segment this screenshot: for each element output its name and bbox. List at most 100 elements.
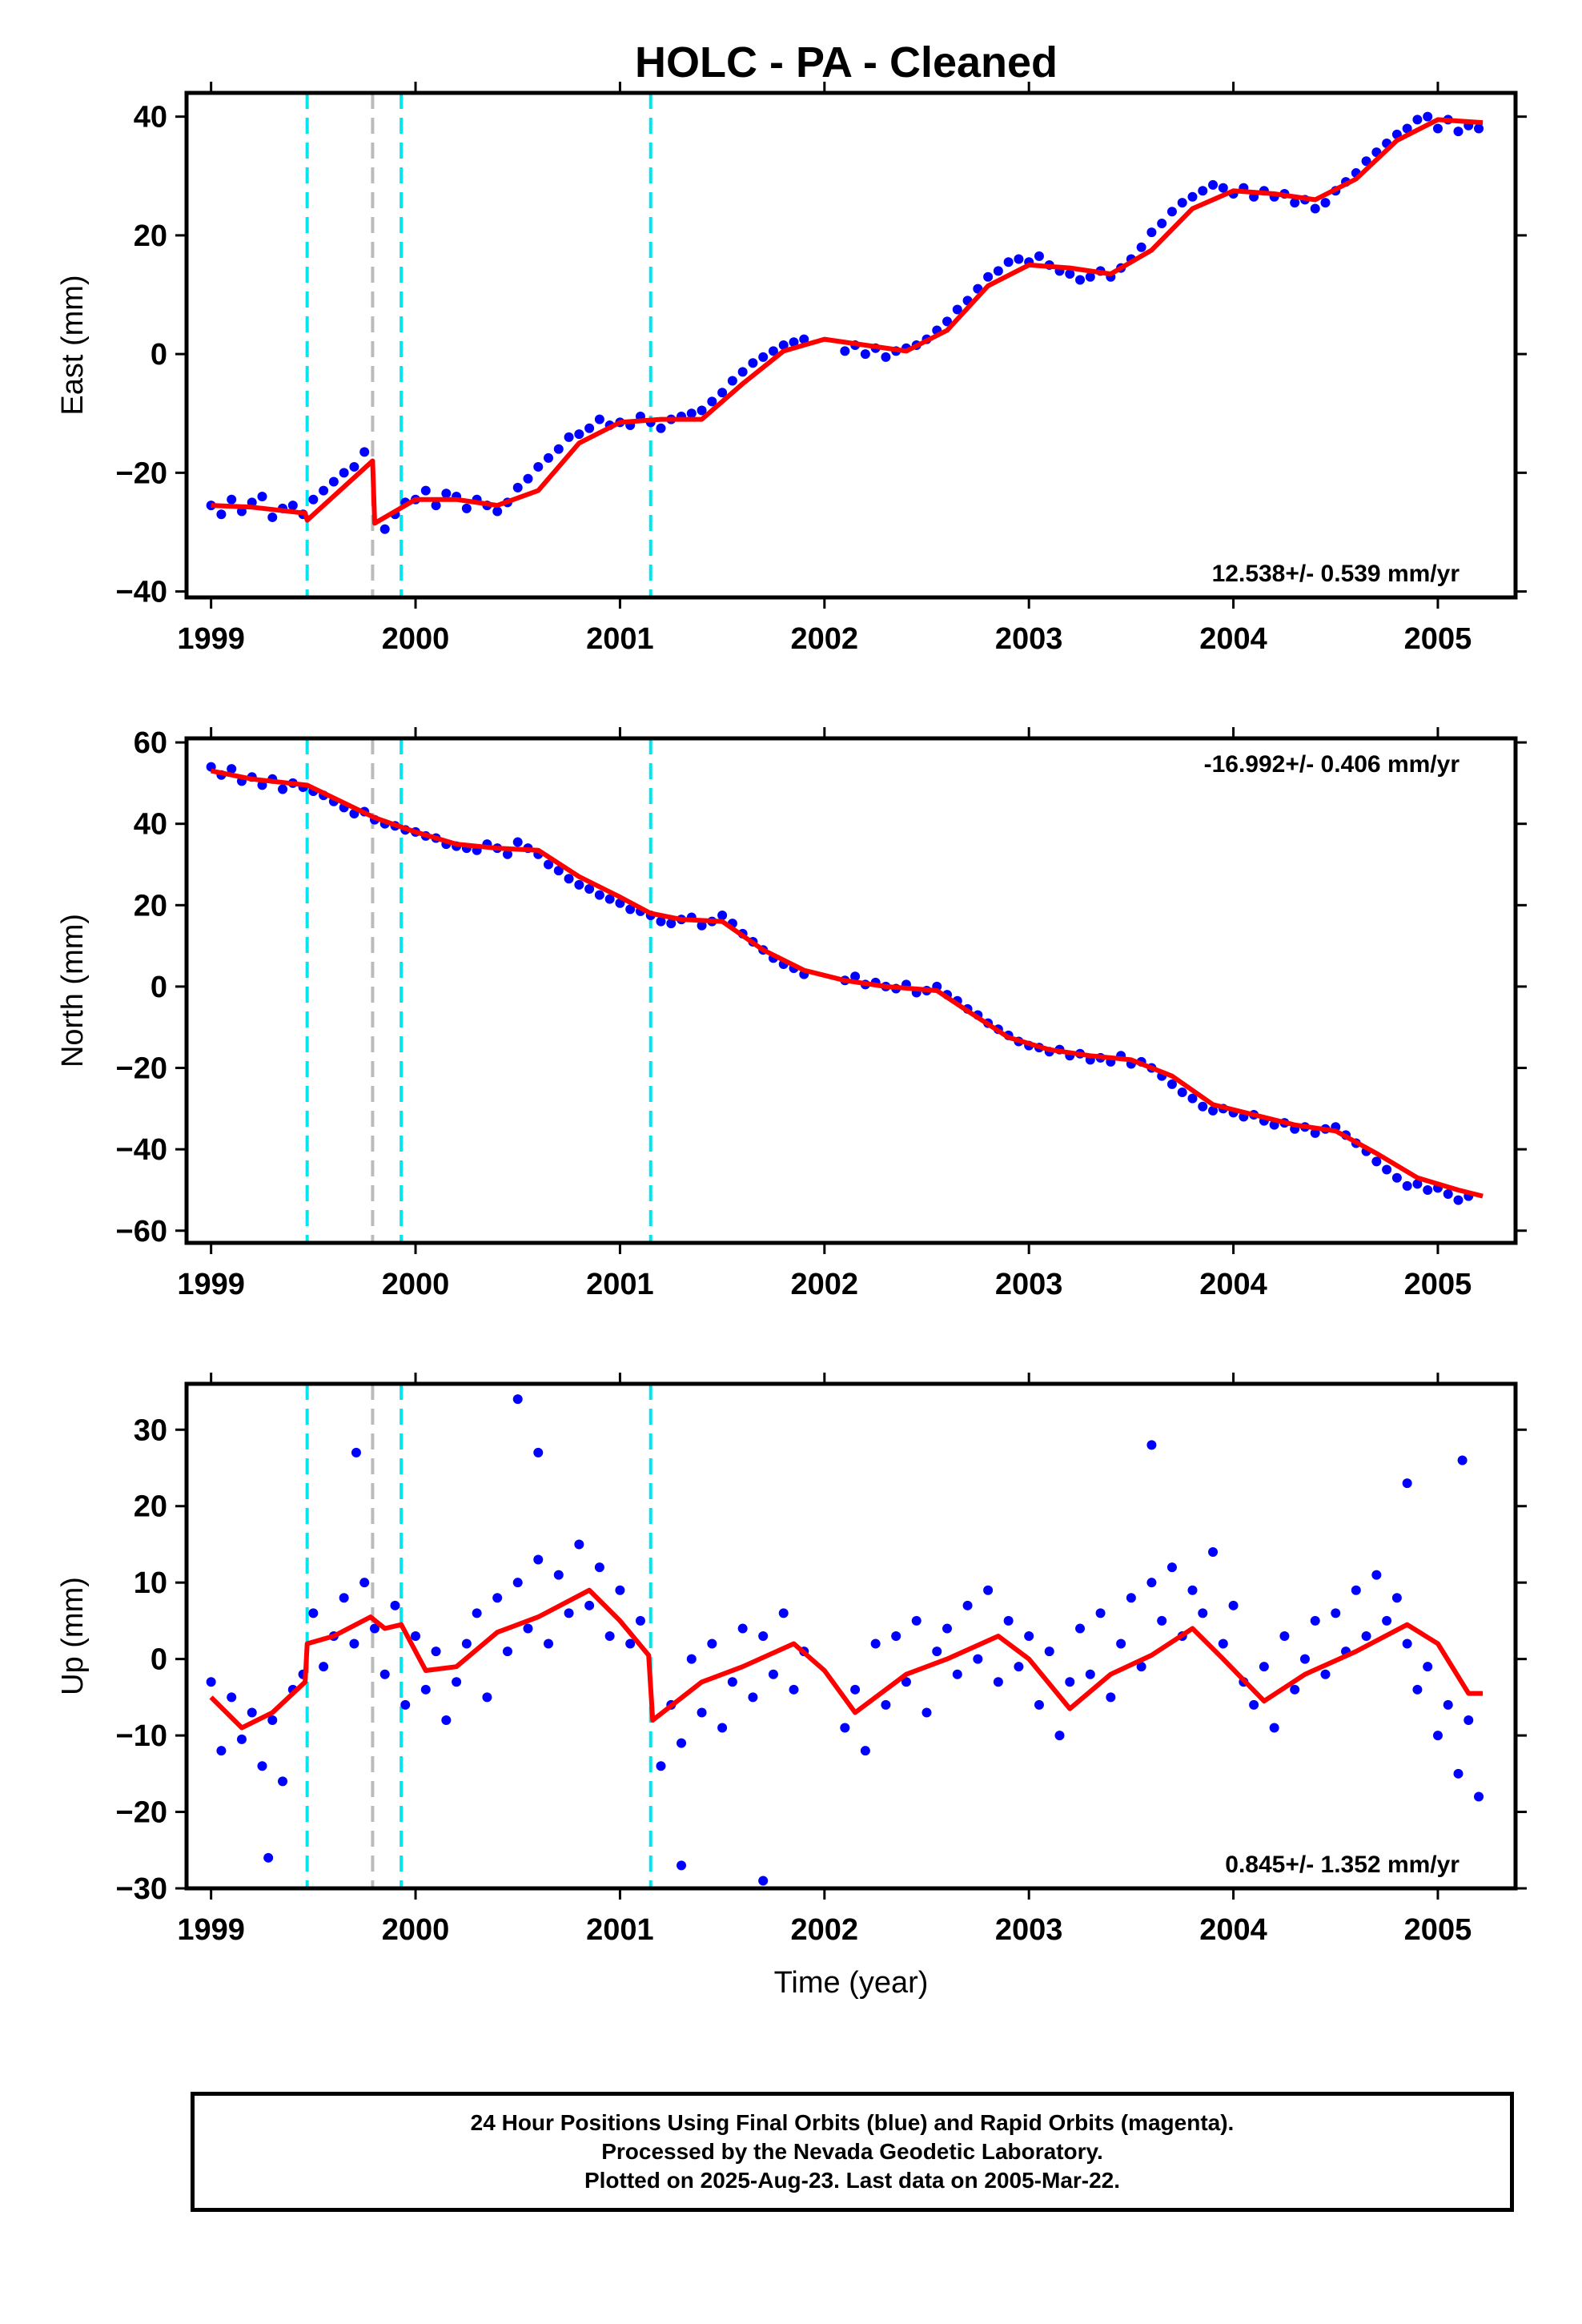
north-data-point [1177,1088,1187,1098]
east-x-tick-label: 2004 [1199,622,1267,656]
north-data-point [1187,1093,1198,1104]
up-data-point [707,1638,717,1649]
north-data-point [1371,1156,1382,1167]
north-data-point [574,879,584,890]
up-data-point [1014,1662,1024,1672]
up-data-point [1474,1791,1484,1802]
east-data-point [564,432,574,442]
up-data-point [1146,1578,1157,1588]
east-rate-label: 12.538+/- 0.539 mm/yr [1212,561,1460,587]
up-y-tick-label: 30 [134,1413,167,1447]
east-data-point [328,476,339,487]
up-data-point [778,1608,789,1618]
up-data-point [911,1615,921,1626]
east-data-point [339,468,349,478]
up-data-point [1126,1593,1136,1603]
east-data-point [257,492,267,501]
up-y-tick-label: −10 [116,1719,167,1753]
up-data-point [942,1623,953,1634]
east-data-point [1198,186,1208,196]
north-data-point [656,916,666,927]
up-data-point [1361,1631,1371,1641]
north-data-point [544,859,554,870]
up-data-point [369,1623,379,1634]
up-data-point [359,1578,370,1588]
up-y-tick-label: −30 [116,1872,167,1906]
east-data-point [533,461,544,472]
north-panel: 1999 2000 2001 2002 2003 2004 2005 −60 −40 −20 0 20… [56,726,1527,1301]
east-data-point [983,271,994,282]
up-data-point [247,1707,257,1718]
east-data-point [881,352,891,362]
east-data-point [1453,127,1464,137]
up-data-point [1157,1615,1167,1626]
east-data-point [1075,275,1086,285]
east-data-point [1290,198,1300,208]
up-data-point [1320,1669,1331,1679]
up-data-point [512,1578,523,1588]
north-data-point [512,837,523,847]
up-data-point [472,1608,482,1618]
up-data-point [881,1699,891,1710]
up-data-point [553,1570,564,1580]
up-data-point [635,1615,645,1626]
up-data-point [339,1593,349,1603]
north-points [206,762,1474,1205]
north-model-line [211,768,1484,1199]
north-x-tick-label: 2005 [1404,1268,1472,1301]
up-data-point [1166,1562,1177,1573]
up-data-point [1423,1662,1433,1672]
up-data-point [1382,1615,1392,1626]
east-data-point [993,266,1003,276]
east-data-point [799,334,809,344]
up-data-point [921,1707,932,1718]
east-data-point [748,358,758,368]
north-y-tick-label: 60 [134,726,167,760]
up-data-point [206,1677,216,1687]
up-data-point [891,1631,901,1641]
east-data-point [1177,198,1187,208]
east-data-point [1187,191,1198,202]
up-data-point [677,1738,687,1748]
up-data-point [216,1746,227,1756]
east-data-point [287,501,298,511]
north-data-point [697,920,707,931]
north-y-axis-label: North (mm) [56,914,90,1068]
east-data-point [267,512,278,522]
north-x-tick-label: 2004 [1199,1268,1267,1301]
up-x-tick-label: 2000 [382,1913,450,1947]
up-data-point [1310,1615,1320,1626]
east-data-point [1218,183,1228,193]
east-data-point [778,340,789,350]
east-data-point [1474,123,1484,134]
up-data-point [379,1669,390,1679]
east-x-tick-label: 1999 [177,622,245,656]
up-y-tick-label: 0 [151,1643,167,1677]
up-data-point [748,1692,758,1703]
up-data-point [789,1684,799,1695]
up-y-axis-label: Up (mm) [56,1577,90,1695]
up-data-point [1003,1615,1014,1626]
east-data-point [1166,207,1177,217]
up-data-point [1290,1684,1300,1695]
east-y-tick-label: 40 [134,101,167,135]
up-data-point [400,1699,411,1710]
north-x-tick-label: 2000 [382,1268,450,1301]
up-data-point [1412,1684,1423,1695]
up-data-point [1259,1662,1269,1672]
east-data-point [492,506,503,517]
north-data-point [1208,1105,1219,1116]
east-data-point [420,485,431,496]
up-data-point [441,1715,452,1725]
north-data-point [1402,1180,1412,1191]
up-data-point [850,1684,861,1695]
east-panel: 1999 2000 2001 2002 2003 2004 2005 −40 −20 0 20 40 E… [56,82,1527,656]
north-x-tick-label: 2003 [995,1268,1063,1301]
north-data-point [1382,1164,1392,1175]
up-data-point [594,1562,604,1573]
up-y-tick-label: 20 [134,1490,167,1524]
east-data-point [441,489,452,499]
north-data-point [227,764,237,774]
up-data-point [901,1677,911,1687]
